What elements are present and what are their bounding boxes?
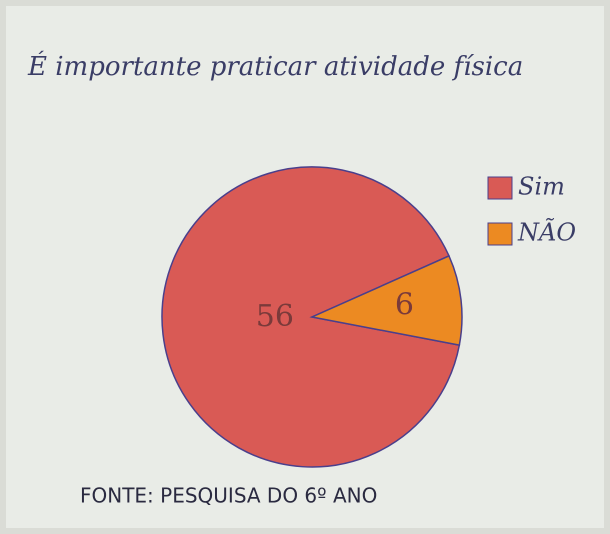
legend-label: Sim [518, 173, 565, 201]
legend-label: NÃO [517, 218, 576, 247]
legend-swatch [487, 176, 513, 200]
data-label: 56 [256, 299, 294, 334]
source-note: FONTE: PESQUISA DO 6º ANO [80, 484, 377, 508]
data-label: 6 [395, 287, 414, 322]
pie-slice [309, 254, 463, 346]
legend-swatch [487, 222, 513, 246]
chart-title: É importante praticar atividade física [27, 50, 523, 82]
